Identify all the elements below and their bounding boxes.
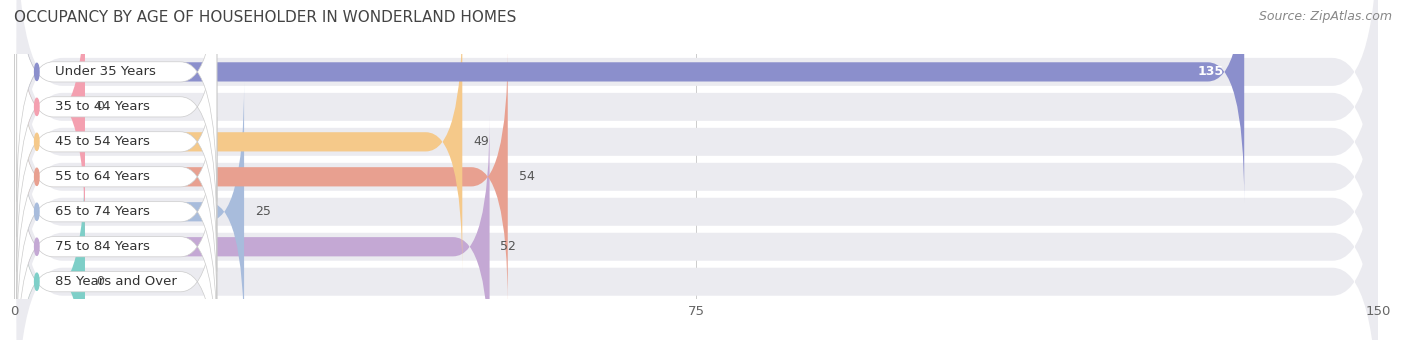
Circle shape xyxy=(35,273,39,290)
FancyBboxPatch shape xyxy=(17,151,84,340)
Circle shape xyxy=(35,63,39,81)
Circle shape xyxy=(35,238,39,255)
Text: Under 35 Years: Under 35 Years xyxy=(55,65,156,79)
FancyBboxPatch shape xyxy=(17,86,1378,340)
Text: 54: 54 xyxy=(519,170,534,183)
Text: OCCUPANCY BY AGE OF HOUSEHOLDER IN WONDERLAND HOMES: OCCUPANCY BY AGE OF HOUSEHOLDER IN WONDE… xyxy=(14,10,516,25)
FancyBboxPatch shape xyxy=(17,0,1378,233)
FancyBboxPatch shape xyxy=(17,47,217,307)
Circle shape xyxy=(35,98,39,116)
FancyBboxPatch shape xyxy=(17,16,1378,338)
FancyBboxPatch shape xyxy=(17,117,489,340)
Text: 49: 49 xyxy=(474,135,489,148)
FancyBboxPatch shape xyxy=(17,152,217,340)
FancyBboxPatch shape xyxy=(17,0,217,202)
FancyBboxPatch shape xyxy=(17,47,508,307)
Text: Source: ZipAtlas.com: Source: ZipAtlas.com xyxy=(1258,10,1392,23)
Text: 35 to 44 Years: 35 to 44 Years xyxy=(55,100,150,113)
FancyBboxPatch shape xyxy=(17,121,1378,340)
FancyBboxPatch shape xyxy=(17,117,217,340)
Text: 52: 52 xyxy=(501,240,516,253)
Text: 75 to 84 Years: 75 to 84 Years xyxy=(55,240,150,253)
Text: 65 to 74 Years: 65 to 74 Years xyxy=(55,205,150,218)
FancyBboxPatch shape xyxy=(17,0,84,237)
Circle shape xyxy=(35,133,39,150)
Text: 85 Years and Over: 85 Years and Over xyxy=(55,275,177,288)
FancyBboxPatch shape xyxy=(17,0,217,237)
FancyBboxPatch shape xyxy=(17,0,1378,303)
Text: 0: 0 xyxy=(96,100,104,113)
Text: 0: 0 xyxy=(96,275,104,288)
FancyBboxPatch shape xyxy=(17,0,1244,202)
FancyBboxPatch shape xyxy=(17,12,463,272)
Text: 25: 25 xyxy=(254,205,271,218)
Text: 55 to 64 Years: 55 to 64 Years xyxy=(55,170,150,183)
FancyBboxPatch shape xyxy=(17,82,217,340)
Text: 135: 135 xyxy=(1197,65,1223,79)
Circle shape xyxy=(35,168,39,185)
Text: 45 to 54 Years: 45 to 54 Years xyxy=(55,135,150,148)
FancyBboxPatch shape xyxy=(17,12,217,272)
FancyBboxPatch shape xyxy=(17,51,1378,340)
Circle shape xyxy=(35,203,39,220)
FancyBboxPatch shape xyxy=(17,0,1378,268)
FancyBboxPatch shape xyxy=(17,82,245,340)
